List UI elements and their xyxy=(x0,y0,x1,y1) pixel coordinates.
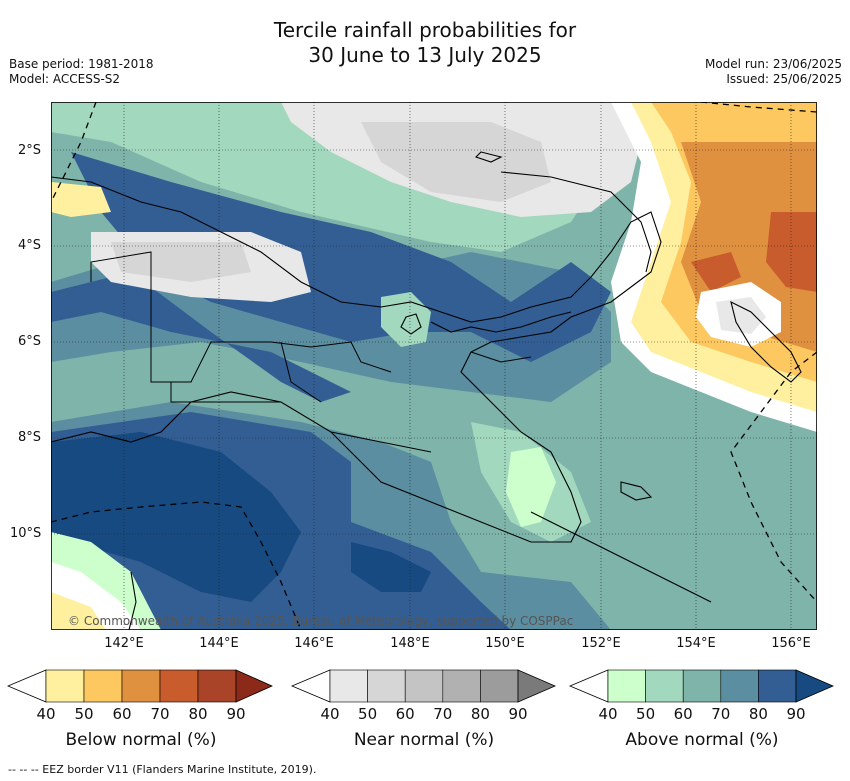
above-normal-90-south xyxy=(351,542,431,592)
colorbar-below-max-arrow xyxy=(235,669,273,703)
colorbar-above-tick: 40 xyxy=(598,705,618,723)
colorbar-above-bin xyxy=(758,669,797,703)
colorbar-above-bin xyxy=(607,669,646,703)
model-name: Model: ACCESS-S2 xyxy=(9,72,121,86)
colorbars xyxy=(6,669,835,703)
issued-date: Issued: 25/06/2025 xyxy=(726,72,842,86)
colorbar-below-min-arrow xyxy=(6,669,47,703)
map-frame xyxy=(51,102,817,630)
lon-label: 154°E xyxy=(676,636,716,651)
above-normal-50-60-island xyxy=(381,292,431,347)
below-normal-70-80-patch xyxy=(691,252,741,292)
lon-label: 142°E xyxy=(104,636,144,651)
lon-label: 150°E xyxy=(485,636,525,651)
colorbar-label-near: Near normal (%) xyxy=(353,730,495,750)
colorbar-below-bin xyxy=(121,669,161,703)
lon-label: 144°E xyxy=(199,636,239,651)
colorbar-above-tick: 80 xyxy=(748,705,768,723)
colorbar-near-bin xyxy=(480,669,519,703)
colorbar-below xyxy=(6,669,273,703)
colorbar-above-bin xyxy=(720,669,759,703)
lon-label: 156°E xyxy=(771,636,811,651)
colorbar-above xyxy=(568,669,835,703)
title-line-1: Tercile rainfall probabilities for xyxy=(273,18,577,42)
colorbar-near-tick: 40 xyxy=(320,705,340,723)
colorbar-near-tick: 70 xyxy=(433,705,453,723)
colorbar-near-tick: 90 xyxy=(508,705,528,723)
lon-label: 148°E xyxy=(390,636,430,651)
colorbar-below-tick: 70 xyxy=(150,705,170,723)
below-normal-southwest xyxy=(51,592,106,630)
colorbar-near-tick: 50 xyxy=(358,705,378,723)
borders xyxy=(90,251,532,453)
colorbar-below-tick: 50 xyxy=(74,705,94,723)
lat-label: 8°S xyxy=(18,430,42,445)
near-normal-bubble xyxy=(716,297,766,334)
colorbar-below-bin xyxy=(45,669,85,703)
lat-label: 10°S xyxy=(10,526,42,541)
colorbar-near-bin xyxy=(367,669,406,703)
colorbar-above-bin xyxy=(645,669,684,703)
colorbar-below-tick: 80 xyxy=(188,705,208,723)
colorbar-above-min-arrow xyxy=(568,669,609,703)
lat-label: 2°S xyxy=(18,143,42,158)
colorbar-above-tick: 70 xyxy=(711,705,731,723)
colorbar-near-min-arrow xyxy=(290,669,331,703)
eez-footnote: -- -- -- EEZ border V11 (Flanders Marine… xyxy=(8,763,317,776)
near-normal-50-60-west xyxy=(111,242,251,282)
below-normal-west xyxy=(51,182,111,217)
copyright-notice: © Commonwealth of Australia 2025, Bureau… xyxy=(68,614,574,628)
colorbar-below-tick: 40 xyxy=(36,705,56,723)
colorbar-near-bin xyxy=(329,669,368,703)
colorbar-label-below: Below normal (%) xyxy=(65,730,217,750)
lat-label: 6°S xyxy=(18,334,42,349)
above-normal-80-90-region xyxy=(71,152,611,362)
colorbar-above-tick: 50 xyxy=(636,705,656,723)
title-line-2: 30 June to 13 July 2025 xyxy=(308,43,542,67)
colorbar-below-bin xyxy=(83,669,123,703)
rainfall-probability-map xyxy=(51,102,817,630)
colorbar-above-max-arrow xyxy=(795,669,835,703)
above-normal-40-50-central xyxy=(506,447,556,527)
above-normal-90-region xyxy=(51,432,301,602)
eez-borders xyxy=(51,102,817,630)
colorbar-above-tick: 90 xyxy=(786,705,806,723)
colorbar-near xyxy=(290,669,557,703)
lon-label: 146°E xyxy=(294,636,334,651)
colorbar-near-max-arrow xyxy=(517,669,557,703)
colorbar-above-tick: 60 xyxy=(673,705,693,723)
lat-label: 4°S xyxy=(18,238,42,253)
coastlines xyxy=(51,151,802,630)
colorbar-near-tick: 80 xyxy=(470,705,490,723)
colorbar-near-tick: 60 xyxy=(395,705,415,723)
below-normal-70-80-region xyxy=(766,212,817,292)
colorbar-label-above: Above normal (%) xyxy=(625,730,779,750)
colorbar-below-tick: 60 xyxy=(112,705,132,723)
model-run: Model run: 23/06/2025 xyxy=(704,57,842,71)
colorbar-above-bin xyxy=(682,669,722,703)
meta-left: Base period: 1981-2018 Model: ACCESS-S2 xyxy=(9,57,154,87)
colorbar-below-tick: 90 xyxy=(226,705,246,723)
colorbar-near-bin xyxy=(442,669,481,703)
near-normal-50-60-region xyxy=(361,122,551,202)
lon-label: 152°E xyxy=(581,636,621,651)
colorbar-near-bin xyxy=(404,669,444,703)
above-normal-80-90-central xyxy=(51,272,351,402)
map-title: Tercile rainfall probabilities for 30 Ju… xyxy=(0,18,850,68)
base-period: Base period: 1981-2018 xyxy=(9,57,154,71)
colorbar-below-bin xyxy=(159,669,199,703)
colorbar-below-bin xyxy=(197,669,237,703)
meta-right: Model run: 23/06/2025 Issued: 25/06/2025 xyxy=(705,57,842,87)
